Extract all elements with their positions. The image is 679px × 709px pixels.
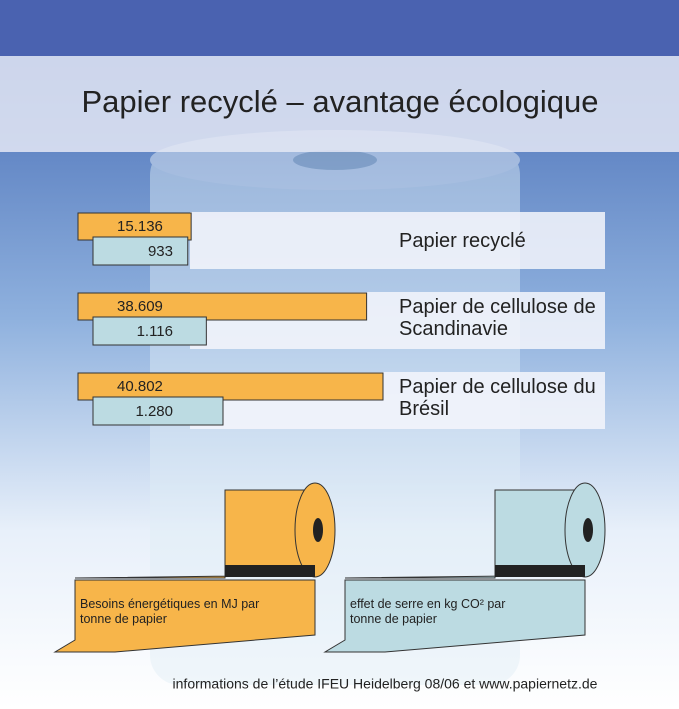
energy-bar xyxy=(77,372,384,401)
legend-label: effet de serre en kg CO² par tonne de pa… xyxy=(350,597,506,626)
label-panel xyxy=(190,212,605,269)
co2-label: 933 xyxy=(148,243,173,260)
legend-roll-band xyxy=(495,565,585,577)
legend-swatch xyxy=(53,579,316,653)
top-band xyxy=(0,0,679,56)
co2-label: 1.116 xyxy=(137,323,173,340)
legend-label: Besoins énergétiques en MJ par tonne de … xyxy=(80,597,260,626)
co2-bar xyxy=(92,396,224,426)
category-label: Papier de cellulose de Scandinavie xyxy=(399,296,596,340)
source: informations de l’étude IFEU Heidelberg … xyxy=(173,676,598,692)
legend-roll-core xyxy=(313,518,323,542)
legend-roll-band xyxy=(225,565,315,577)
co2-label: 1.280 xyxy=(135,403,173,420)
energy-label: 40.802 xyxy=(117,378,163,395)
category-label: Papier recyclé xyxy=(399,230,526,252)
category-label: Papier de cellulose du Brésil xyxy=(399,376,596,420)
energy-label: 38.609 xyxy=(117,298,163,315)
co2-bar xyxy=(92,316,207,346)
energy-bar xyxy=(77,292,368,321)
energy-bar xyxy=(77,212,192,241)
legend-swatch xyxy=(323,579,586,653)
legend-roll-core xyxy=(583,518,593,542)
co2-bar xyxy=(92,236,189,266)
chart-title: Papier recyclé – avantage écologique xyxy=(81,84,598,119)
energy-label: 15.136 xyxy=(117,218,163,235)
title-band xyxy=(0,56,679,152)
